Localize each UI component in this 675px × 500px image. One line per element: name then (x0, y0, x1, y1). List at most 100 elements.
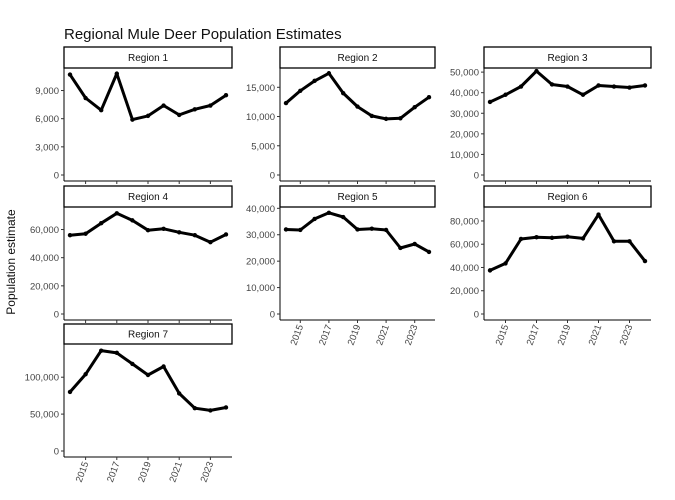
region-5-strip (279, 185, 436, 208)
region-6-point (503, 261, 508, 266)
region-1-point (114, 71, 120, 76)
region-6-point (487, 268, 493, 273)
region-5-point (398, 245, 403, 251)
region-4-point (99, 220, 104, 226)
region-7-x-tick-label: 2017 (105, 460, 123, 484)
region-5-x-tick-label: 2021 (374, 323, 392, 347)
region-4-point (223, 232, 229, 237)
region-5-point (369, 226, 374, 231)
region-3-y-tick-label: 10,000 (450, 150, 479, 161)
region-6-y-tick-label: 0 (474, 310, 479, 321)
region-2-y-tick-label: 10,000 (246, 112, 275, 123)
region-4-y-tick-label: 20,000 (30, 281, 59, 292)
region-6-x-tick-label: 2017 (525, 323, 543, 347)
region-7-x-tick-label: 2021 (167, 460, 185, 484)
region-6-strip (483, 185, 652, 208)
region-5-point (426, 249, 432, 255)
region-3-point (627, 85, 632, 90)
region-4-point (114, 211, 120, 216)
region-5-x-tick-label: 2019 (346, 323, 364, 347)
region-3-y-tick-label: 20,000 (450, 129, 479, 140)
region-5-point (355, 227, 360, 232)
region-1-strip-label: Region 1 (128, 53, 168, 64)
region-2-point (398, 116, 403, 121)
region-1-point (208, 103, 213, 108)
region-6-panel: Region 6 0 20,000 40,000 60,000 80,000 2015 201… (450, 185, 652, 347)
region-7-y-tick-label: 100,000 (25, 373, 59, 384)
region-2-strip-label: Region 2 (337, 53, 377, 64)
region-2-panel: Region 2 0 5,000 10,000 15,000 (246, 46, 436, 184)
region-1-y-tick-label: 0 (54, 171, 59, 182)
region-6-y-tick-label: 60,000 (450, 240, 479, 251)
region-3-y-tick-label: 50,000 (450, 68, 479, 79)
region-7-point (145, 372, 151, 378)
region-7-point (223, 405, 229, 410)
region-6-point (549, 235, 555, 241)
region-5-y-tick-label: 20,000 (246, 257, 275, 268)
region-3-point (534, 68, 539, 74)
region-7-panel: Region 7 0 50,000 100,000 2015 2017 2019 2021 20… (25, 323, 233, 484)
region-4-series-line (68, 211, 228, 244)
region-6-point (580, 236, 586, 241)
region-4-point (161, 226, 166, 232)
region-3-point (503, 92, 508, 97)
region-7-point (130, 361, 135, 367)
region-5-point (326, 210, 332, 216)
region-2-series-line (284, 71, 431, 121)
region-3-point (611, 84, 617, 89)
region-4-y-tick-label: 0 (54, 310, 59, 321)
region-2-y-tick-label: 5,000 (251, 141, 275, 152)
region-6-series-line (488, 213, 647, 272)
region-6-point (642, 258, 648, 264)
region-7-y-tick-label: 0 (54, 447, 59, 458)
region-3-y-tick-label: 30,000 (450, 109, 479, 120)
region-5-strip-label: Region 5 (337, 192, 377, 203)
region-7-point (114, 350, 120, 356)
region-2-y-tick-label: 15,000 (246, 83, 275, 94)
region-2-point (312, 78, 317, 84)
region-6-point (596, 212, 601, 217)
region-5-panel: Region 5 0 10,000 20,000 30,000 40,000 2015 201… (246, 185, 436, 347)
region-4-panel: Region 4 0 20,000 40,000 60,000 (30, 185, 233, 323)
region-4-point (83, 231, 88, 236)
region-7-point (192, 406, 197, 411)
region-4-y-tick-label: 40,000 (30, 253, 59, 264)
region-7-strip-label: Region 7 (128, 330, 168, 341)
region-6-x-tick-label: 2021 (587, 323, 605, 347)
region-2-point (283, 100, 289, 106)
region-2-point (369, 113, 374, 119)
region-2-y-tick-label: 0 (270, 171, 275, 182)
region-6-x-tick-label: 2019 (556, 323, 574, 347)
region-6-y-tick-label: 40,000 (450, 263, 479, 274)
region-1-point (177, 112, 182, 118)
region-3-y-tick-label: 40,000 (450, 88, 479, 99)
region-6-x-tick-label: 2023 (618, 323, 636, 347)
region-4-strip-label: Region 4 (128, 192, 168, 203)
region-5-y-tick-label: 0 (270, 310, 275, 321)
region-4-point (145, 228, 151, 233)
region-7-strip (63, 323, 233, 345)
region-1-point (83, 95, 88, 101)
region-5-point (412, 241, 417, 247)
region-5-point (312, 216, 317, 222)
region-1-point (192, 107, 197, 112)
region-7-point (161, 364, 166, 369)
region-1-panel: Region 1 0 3,000 6,000 9,000 (35, 46, 233, 184)
region-3-panel: Region 3 0 10,000 20,000 30,000 40,000 50,000 (450, 46, 652, 184)
region-3-y-tick-label: 0 (474, 171, 479, 182)
region-1-y-tick-label: 3,000 (35, 142, 59, 153)
region-7-x-tick-label: 2015 (74, 460, 92, 484)
region-3-point (518, 84, 524, 89)
region-4-y-tick-label: 60,000 (30, 225, 59, 236)
region-7-x-tick-label: 2019 (136, 460, 154, 484)
region-1-point (145, 113, 151, 119)
region-5-point (341, 214, 346, 220)
region-6-point (611, 239, 617, 244)
region-2-point (355, 104, 360, 109)
region-1-series-line (68, 72, 228, 122)
region-5-x-tick-label: 2017 (317, 323, 335, 347)
region-6-x-tick-label: 2015 (494, 323, 512, 347)
region-3-point (596, 83, 601, 88)
region-2-point (298, 88, 303, 94)
region-1-point (99, 108, 104, 113)
